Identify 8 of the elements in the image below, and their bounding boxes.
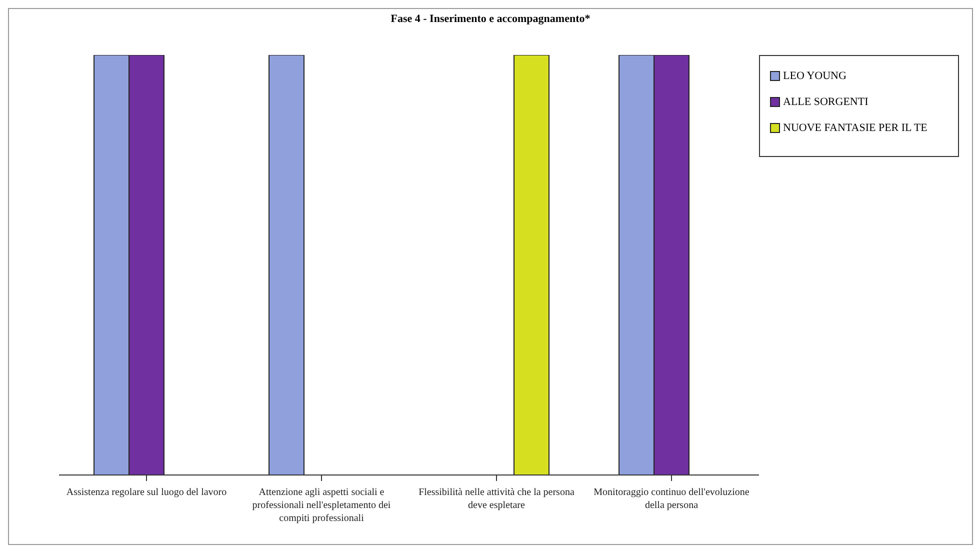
legend-label: LEO YOUNG [783, 70, 846, 82]
chart-title: Fase 4 - Inserimento e accompagnamento* [390, 12, 592, 25]
x-tick-label: Assistenza regolare sul luogo del lavoro [66, 487, 227, 498]
legend-label: ALLE SORGENTI [783, 96, 868, 108]
x-tick-label: Flessibilità nelle attività che la persona deve espletare [418, 487, 575, 511]
legend-label: NUOVE FANTASIE PER IL TE [783, 122, 928, 134]
x-tick-label: Attenzione agli aspetti sociali e professionali nell'espletamento dei compiti professionali [252, 487, 391, 524]
x-tick-label: Monitoraggio continuo dell'evoluzione della persona [594, 487, 750, 511]
